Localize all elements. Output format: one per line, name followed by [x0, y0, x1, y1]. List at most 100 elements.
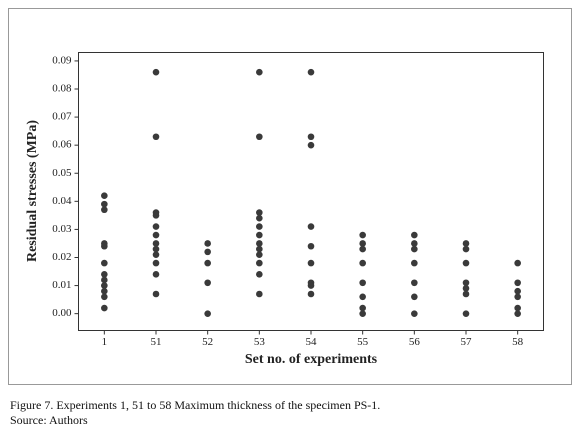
dot: [152, 133, 160, 141]
dot: [411, 293, 418, 301]
x-tick-label: 52: [202, 336, 213, 348]
dot: [411, 279, 418, 287]
y-tick-label: 0.09: [52, 54, 72, 66]
x-tick-label: 56: [409, 336, 421, 348]
dot: [256, 223, 263, 230]
y-tick-label: 0.03: [52, 223, 72, 235]
dot: [256, 209, 263, 216]
dot: [101, 192, 108, 200]
dot: [307, 141, 315, 149]
dot: [101, 200, 108, 208]
dot: [152, 245, 160, 253]
dot: [307, 259, 315, 267]
dot: [359, 245, 366, 253]
dot: [256, 245, 263, 253]
dot: [152, 240, 160, 247]
dot: [204, 279, 211, 287]
dot: [359, 304, 366, 312]
x-tick-label: 54: [306, 336, 318, 348]
dot: [256, 259, 263, 267]
dot: [462, 240, 470, 247]
dot: [152, 231, 160, 239]
dot: [462, 310, 470, 317]
dot: [411, 240, 418, 247]
dot: [462, 285, 470, 292]
dot: [256, 251, 263, 258]
y-tick-label: 0.07: [52, 111, 72, 123]
dot: [204, 310, 211, 317]
dot: [152, 212, 160, 219]
dot: [101, 282, 108, 289]
dot: [514, 259, 521, 267]
y-tick-label: 0.08: [52, 83, 72, 95]
y-tick-label: 0.02: [52, 251, 71, 263]
dot: [204, 259, 211, 267]
x-tick-label: 53: [254, 336, 266, 348]
dot: [514, 287, 521, 295]
dot: [256, 271, 263, 278]
y-tick-label: 0.05: [52, 167, 72, 179]
dot: [462, 290, 470, 298]
dot: [411, 231, 418, 239]
dot: [101, 287, 108, 295]
dot: [101, 276, 108, 284]
dot: [152, 251, 160, 258]
dot: [101, 242, 108, 250]
dot: [256, 231, 263, 239]
figure-frame: [8, 8, 572, 385]
x-tick-label: 51: [151, 336, 162, 348]
dot: [152, 68, 160, 76]
caption: Figure 7. Experiments 1, 51 to 58 Maximu…: [10, 398, 381, 412]
y-axis-label: Residual stresses (MPa): [25, 120, 40, 262]
dot: [359, 240, 366, 247]
dot: [462, 279, 470, 287]
dot: [152, 223, 160, 230]
dot: [152, 271, 160, 278]
dot: [514, 279, 521, 287]
dot: [307, 282, 315, 289]
dot: [411, 245, 418, 253]
dot: [152, 290, 160, 298]
dot: [256, 214, 263, 222]
x-tick-label: 57: [461, 336, 473, 348]
dot: [204, 240, 211, 247]
dot: [101, 293, 108, 301]
dot: [256, 133, 263, 141]
dot: [152, 259, 160, 267]
dot: [307, 223, 315, 230]
dot: [359, 279, 366, 287]
dot: [411, 310, 418, 317]
x-tick-label: 58: [512, 336, 524, 348]
chart: Set no. of experiments Residual stresses…: [8, 8, 572, 385]
dot: [256, 290, 263, 298]
dot: [462, 245, 470, 253]
dot: [359, 310, 366, 317]
x-axis-label: Set no. of experiments: [245, 352, 378, 367]
y-tick-label: 0.04: [52, 195, 72, 207]
dot: [359, 293, 366, 301]
dot: [359, 231, 366, 239]
y-tick-label: 0.06: [52, 139, 72, 151]
source: Source: Authors: [10, 413, 88, 427]
dot: [101, 259, 108, 267]
dot: [101, 271, 108, 278]
dot: [514, 310, 521, 317]
dot: [256, 68, 263, 76]
dot: [256, 240, 263, 247]
x-tick-label: 55: [357, 336, 369, 348]
dot: [307, 133, 315, 141]
dot: [307, 242, 315, 250]
dot: [204, 248, 211, 256]
dot: [514, 304, 521, 312]
x-tick-label: 1: [102, 336, 108, 348]
dot: [307, 68, 315, 76]
dot: [307, 290, 315, 298]
dot: [359, 259, 366, 267]
y-tick-label: 0.00: [52, 307, 72, 319]
dot: [411, 259, 418, 267]
dot: [101, 206, 108, 214]
dot: [514, 293, 521, 301]
y-tick-label: 0.01: [52, 279, 71, 291]
dot: [101, 304, 108, 312]
